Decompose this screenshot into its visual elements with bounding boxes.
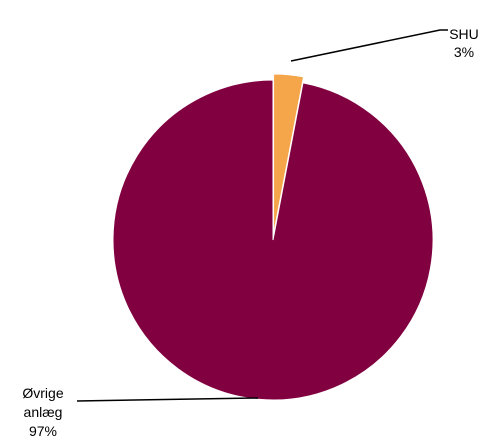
slice-label-ovrige-line1: Øvrige: [22, 385, 63, 401]
pie-slices: [112, 73, 434, 401]
pie-slice-ovrige-anlaeg: [112, 79, 434, 401]
slice-label-shu-value: 3%: [454, 44, 474, 60]
slice-label-ovrige-value: 97%: [29, 423, 57, 439]
leader-lines: [76, 29, 448, 402]
leader-line-ovrige-anlaeg: [76, 397, 259, 402]
slice-label-ovrige-line2: anlæg: [24, 404, 63, 420]
slice-label-shu-name: SHU: [449, 26, 479, 42]
pie-slice-shu: [273, 73, 305, 235]
leader-line-shu: [290, 29, 448, 62]
